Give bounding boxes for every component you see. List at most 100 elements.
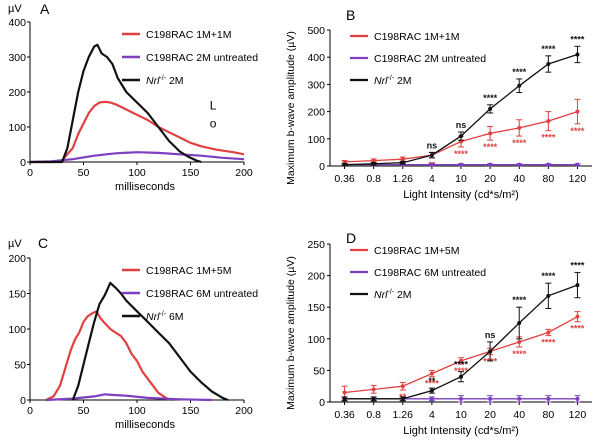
- panel-b-y-tick-label-1: 100: [307, 134, 325, 146]
- panel-a-unit-label: µV: [8, 3, 22, 15]
- panel-a-trace-0: [30, 100, 245, 164]
- panel-d-significance-0-5: ****: [483, 357, 498, 367]
- panel-d-significance-2-8: ****: [570, 260, 585, 270]
- panel-b-y-tick-label-2: 200: [307, 107, 325, 119]
- panel-d-point-0-6: [517, 339, 522, 344]
- panel-b-significance-2-3: ns: [427, 140, 438, 150]
- panel-a-legend-label-2: Nrl-/- 2M: [146, 75, 184, 87]
- panel-d-point-2-3: [429, 388, 434, 393]
- panel-d-y-tick-label-1: 50: [313, 365, 325, 377]
- panel-d-y-tick-label-2: 100: [307, 334, 325, 346]
- panel-c-letter: C: [38, 235, 48, 251]
- panel-b-x-tick-label-0: 0.36: [334, 173, 355, 185]
- panel-b-point-2-0: [342, 162, 347, 167]
- panel-b-point-1-7: [546, 162, 551, 167]
- panel-d-point-2-7: [546, 293, 551, 298]
- panel-b-significance-0-6: ****: [512, 138, 527, 148]
- panel-d-point-1-3: [429, 396, 434, 401]
- panel-a-y-tick-label-0: 0: [20, 157, 26, 169]
- panel-d-point-0-4: [459, 358, 463, 363]
- panel-d-point-0-0: [342, 390, 347, 395]
- panel-d-y-tick-label-5: 250: [307, 239, 325, 251]
- panel-a-x-tick-label-1: 50: [78, 167, 90, 179]
- panel-b-letter: B: [346, 7, 355, 23]
- panel-d-legend-label-1: C198RAC 6M untreated: [374, 267, 486, 279]
- panel-b-significance-2-6: ****: [512, 67, 527, 77]
- panel-d-significance-0-3: ****: [425, 379, 440, 389]
- panel-d-point-2-2: [400, 396, 405, 401]
- panel-d-significance-2-6: ****: [512, 295, 527, 305]
- panel-a-x-tick-label-4: 200: [235, 167, 253, 179]
- panel-c-legend-label-0: C198RAC 1M+5M: [146, 265, 232, 277]
- panel-b-x-tick-label-3: 4: [429, 173, 435, 185]
- panel-b-point-0-8: [575, 109, 580, 114]
- panel-b-point-1-5: [488, 162, 493, 167]
- panel-a-annotation-0: L: [210, 99, 217, 113]
- panel-b-y-tick-label-0: 0: [319, 161, 325, 173]
- panel-b-significance-0-8: ****: [570, 126, 585, 136]
- panel-d-legend-label-0: C198RAC 1M+5M: [374, 245, 460, 257]
- panel-b-legend-label-1: C198RAC 2M untreated: [374, 53, 486, 65]
- panel-d-point-0-1: [371, 387, 376, 392]
- panel-d-significance-2-4: ****: [454, 360, 469, 370]
- panel-b-x-tick-label-4: 10: [455, 173, 467, 185]
- panel-d-y-axis-label: Maximum b-wave amplitude (µV): [285, 256, 297, 410]
- panel-d-x-tick-label-2: 1.26: [393, 409, 414, 421]
- panel-c-y-tick-label-2: 100: [8, 324, 26, 336]
- panel-b-significance-2-4: ns: [456, 120, 467, 130]
- panel-c-y-tick-label-1: 50: [14, 360, 26, 372]
- panel-b-significance-2-8: ****: [570, 34, 585, 44]
- panel-c-legend-label-2: Nrl-/- 6M: [146, 311, 184, 323]
- panel-b-x-tick-label-2: 1.26: [393, 173, 414, 185]
- panel-d-point-2-1: [371, 396, 376, 401]
- panel-b-x-tick-label-5: 20: [484, 173, 496, 185]
- panel-a-annotation-1: o: [210, 117, 217, 131]
- panel-c-unit-label: µV: [8, 238, 22, 250]
- panel-d-point-0-2: [400, 384, 405, 389]
- panel-b-point-2-6: [517, 83, 522, 88]
- panel-a-y-tick-label-1: 100: [8, 122, 26, 134]
- panel-d-point-1-7: [546, 396, 551, 401]
- panel-c-x-tick-label-2: 100: [128, 405, 146, 417]
- panel-b-point-0-1: [371, 158, 376, 163]
- panel-b-point-0-5: [488, 131, 493, 136]
- panel-d-point-1-6: [517, 396, 522, 401]
- panel-d-significance-2-7: ****: [541, 271, 556, 281]
- panel-c-trace-0: [45, 310, 170, 401]
- panel-b-significance-0-7: ****: [541, 133, 556, 143]
- panel-a-legend-label-1: C198RAC 2M untreated: [146, 52, 258, 64]
- panel-b-legend-label-2: Nrl-/- 2M: [374, 75, 412, 87]
- panel-b-point-2-2: [400, 160, 405, 165]
- panel-b-y-tick-label-4: 400: [307, 52, 325, 64]
- panel-c-legend-label-1: C198RAC 6M untreated: [146, 288, 258, 300]
- panel-b-point-2-3: [429, 153, 434, 158]
- panel-d-significance-2-5: ns: [485, 330, 496, 340]
- panel-d-significance-2-3: **: [428, 376, 436, 386]
- panel-b-significance-2-5: ****: [483, 93, 498, 103]
- panel-b-x-tick-label-8: 120: [569, 173, 587, 185]
- panel-b-point-1-8: [575, 162, 580, 167]
- panel-d-significance-0-6: ****: [512, 349, 527, 359]
- panel-a-trace-1: [29, 151, 245, 164]
- panel-d-x-tick-label-1: 0.8: [366, 409, 381, 421]
- panel-d-y-tick-label-4: 200: [307, 271, 325, 283]
- panel-d-x-tick-label-4: 10: [455, 409, 467, 421]
- panel-c-trace-2: [71, 281, 229, 402]
- panel-b-y-axis-label: Maximum b-wave amplitude (µV): [285, 31, 297, 185]
- panel-b-significance-0-4: ****: [454, 149, 469, 159]
- panel-a-x-axis-label: milliseconds: [115, 181, 175, 193]
- panel-d-point-1-4: [459, 396, 463, 401]
- panel-c-x-tick-label-1: 50: [78, 405, 90, 417]
- panel-b-y-tick-label-5: 500: [307, 25, 325, 37]
- panel-b-x-tick-label-1: 0.8: [366, 173, 381, 185]
- panel-b-point-0-7: [546, 119, 551, 124]
- panel-b-x-axis-label: Light Intensity (cd*s/m²): [403, 189, 519, 201]
- panel-d-y-tick-label-0: 0: [319, 397, 325, 409]
- panel-d-point-2-4: [459, 374, 463, 379]
- panel-d-significance-0-4: ****: [454, 366, 469, 376]
- panel-d-point-1-8: [575, 396, 580, 401]
- panel-d-point-1-5: [488, 396, 493, 401]
- panel-d-legend-label-2: Nrl-/- 2M: [374, 289, 412, 301]
- panel-d-point-2-0: [342, 396, 347, 401]
- panel-d-point-2-6: [517, 321, 522, 325]
